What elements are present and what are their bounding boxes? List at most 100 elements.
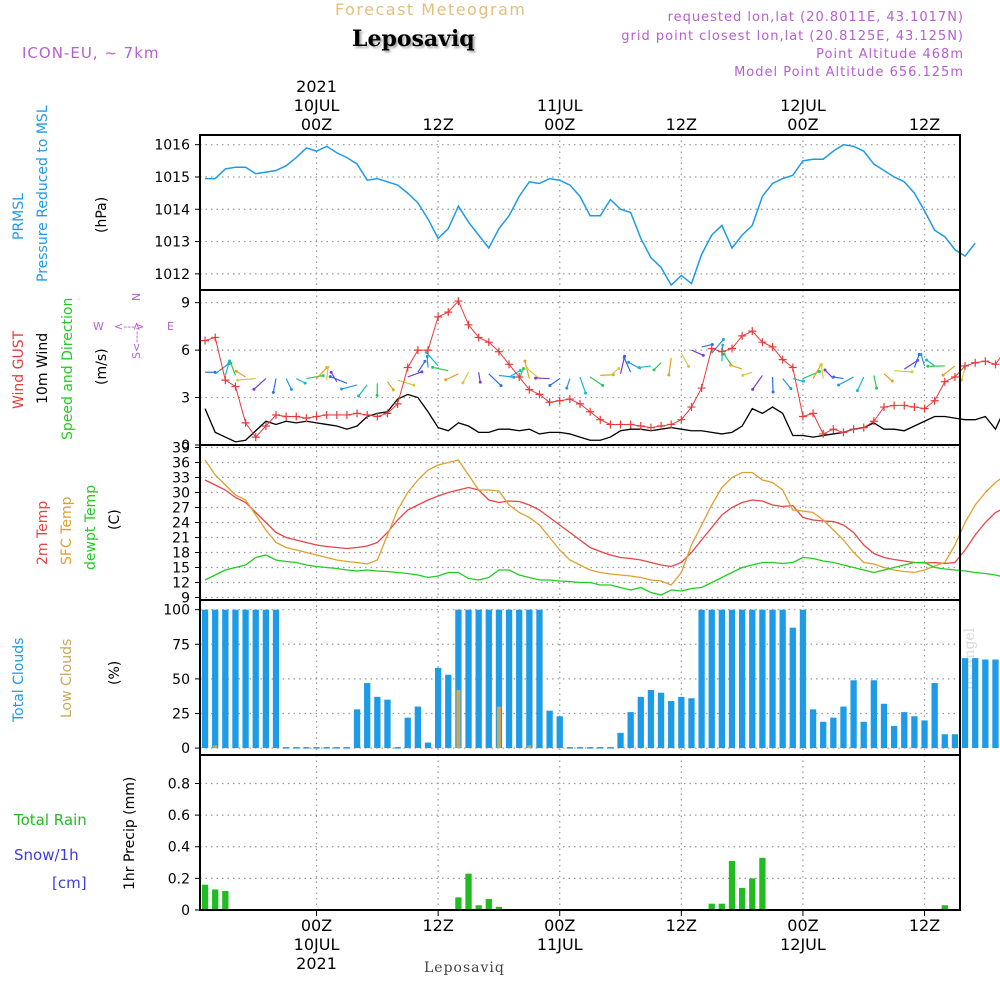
total-cloud-bar — [617, 732, 624, 749]
total-cloud-bar — [647, 689, 655, 749]
total-cloud-bar — [840, 706, 847, 749]
wind-gust-point — [667, 420, 676, 429]
wind-arrow-head — [910, 370, 914, 374]
wind-direction-arrow — [903, 359, 919, 370]
total-cloud-bar — [890, 725, 898, 749]
y-tick-label: 15 — [172, 561, 190, 577]
wind-gust-point — [768, 342, 777, 351]
bottom-time-label: 12Z — [909, 916, 940, 935]
rain-bar — [212, 889, 219, 910]
wind-direction-arrow — [619, 356, 626, 374]
wind-gust-point — [748, 327, 757, 336]
total-cloud-bar — [586, 747, 594, 749]
wind-arrow-head — [420, 370, 424, 374]
total-cloud-bar — [364, 683, 371, 749]
total-cloud-bar — [232, 609, 239, 749]
wind-direction-arrow — [253, 378, 267, 390]
panel-wind: 0 3 6 9 Wind GUST 10m Wind Speed and Direction… — [11, 289, 1000, 454]
wind-arrow-head — [926, 364, 930, 368]
total-cloud-bar — [516, 609, 523, 749]
total-cloud-bar — [860, 721, 867, 749]
wind-arrow-head — [701, 353, 705, 357]
wind-direction-arrow — [883, 373, 893, 382]
total-cloud-bar — [779, 609, 786, 749]
total-cloud-bar — [556, 716, 563, 749]
panel-frame — [199, 754, 961, 911]
total-cloud-bar — [738, 609, 746, 749]
rain-bar — [759, 857, 766, 910]
total-cloud-bar — [749, 609, 756, 749]
total-cloud-bar — [809, 709, 817, 749]
wind-direction-arrow — [926, 359, 936, 367]
rain-bar — [201, 884, 209, 910]
wind-direction-arrow — [701, 343, 713, 348]
wind-gust-point — [484, 338, 493, 347]
total-cloud-bar — [495, 609, 503, 749]
wind-arrow-head — [431, 365, 435, 369]
wind-gust-point — [869, 417, 878, 426]
wind-direction-arrow — [295, 378, 306, 384]
y-tick-label: 75 — [172, 637, 190, 653]
wind-arrow-head — [584, 391, 588, 395]
wind-direction-arrow — [549, 378, 561, 386]
compass-w: W — [93, 320, 104, 333]
panel-frame — [199, 134, 961, 291]
precip-unit-label: 1hr Precip (mm) — [122, 777, 138, 890]
wind-arrow-head — [741, 373, 745, 377]
wind-arrow-head — [525, 367, 529, 371]
total-cloud-bar — [313, 747, 320, 749]
low-cloud-bar — [527, 745, 532, 749]
wind-direction-arrow — [526, 368, 540, 380]
rain-bar — [222, 891, 229, 910]
wind-direction-arrow — [425, 351, 439, 367]
grid-point-coordinates: grid point closest lon,lat (20.8125E, 43… — [621, 29, 964, 44]
wind-arrow-head — [751, 387, 755, 391]
wind-gust-point — [788, 363, 797, 372]
wind-direction-arrow — [942, 365, 956, 376]
y-tick-label: 0.4 — [168, 840, 190, 856]
total-cloud-bar — [769, 609, 776, 749]
total-cloud-bar — [546, 710, 553, 749]
wind-arrow-head — [252, 387, 256, 391]
wind-direction-arrow — [589, 376, 603, 386]
wind-gust-point — [535, 390, 544, 399]
y-tick-label: 0 — [181, 438, 190, 454]
wind-arrow-head — [771, 390, 775, 394]
wind-direction-arrow — [445, 373, 459, 381]
wind-gust-point — [910, 403, 919, 412]
wind-gust-point — [363, 410, 372, 419]
y-tick-label: 1012 — [154, 267, 190, 283]
wind-arrow-head — [801, 379, 805, 383]
bottom-time-label: 00Z — [787, 916, 818, 935]
wind-direction-arrow — [771, 376, 774, 393]
wind-gust-line — [204, 300, 1000, 438]
y-tick-label: 1014 — [154, 202, 190, 218]
wind-gust-point — [626, 420, 635, 429]
wind-arrow-head — [617, 366, 621, 370]
wind-direction-arrow — [894, 370, 913, 373]
wind-arrow-head — [423, 359, 427, 363]
wind-direction-arrow — [668, 357, 672, 375]
compass-e: E — [167, 320, 174, 333]
y-tick-label: 1015 — [154, 170, 190, 186]
wind-gust-point — [505, 360, 514, 369]
wind-direction-arrow — [285, 378, 292, 390]
bottom-time-label: 12JUL — [780, 935, 826, 954]
total-cloud-bar — [657, 692, 665, 749]
bottom-time-label: 2021 — [296, 954, 337, 973]
wind-direction-arrow — [237, 377, 256, 381]
wind-gust-point — [657, 422, 666, 431]
rain-bar — [941, 905, 948, 910]
y-tick-label: 0.8 — [168, 776, 190, 792]
y-tick-label: 18 — [172, 546, 190, 562]
wind-gust-point — [930, 396, 939, 405]
wind-gust-point — [211, 333, 220, 342]
wind-direction-arrow — [397, 379, 415, 386]
total-cloud-bar — [961, 658, 969, 749]
wind-gust-point — [545, 398, 554, 407]
total-cloud-bar — [830, 717, 837, 749]
wind-direction-arrow — [407, 371, 423, 378]
wind-gust-point — [342, 410, 351, 419]
total-cloud-bar — [799, 609, 807, 749]
wind-direction-arrow — [711, 339, 724, 354]
